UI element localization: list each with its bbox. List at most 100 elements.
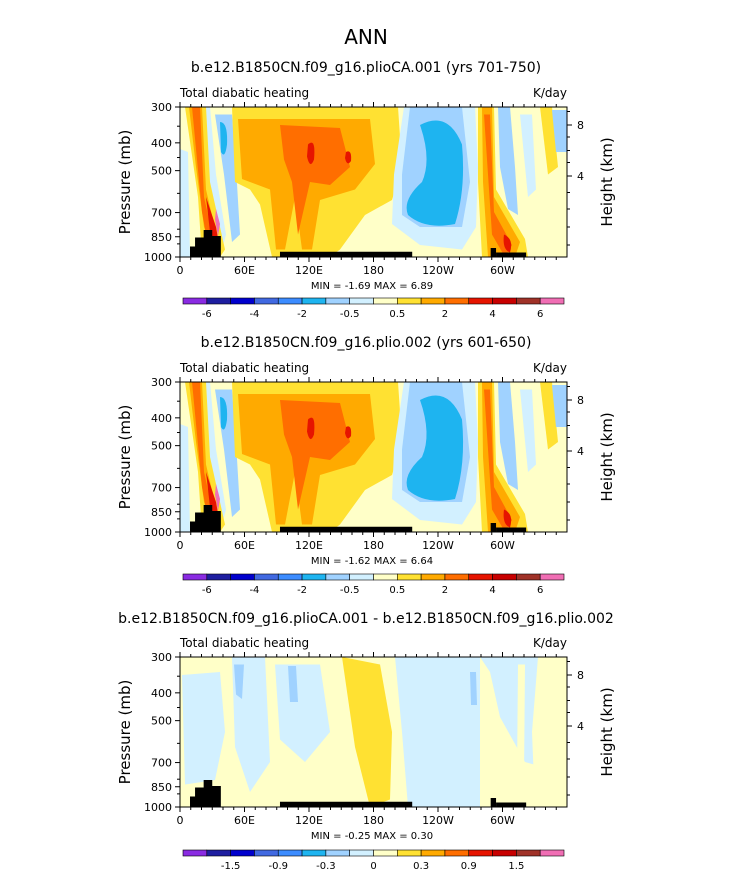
panel-2: b.e12.B1850CN.f09_g16.plio.002 (yrs 601-… <box>116 335 616 596</box>
y-tick-label: 700 <box>151 482 172 495</box>
y-tick-label: 500 <box>151 715 172 728</box>
contour-region <box>532 657 567 807</box>
colorbar-segment <box>492 849 517 857</box>
colorbar-segment <box>444 849 470 857</box>
contour-region <box>517 664 525 777</box>
contour-region <box>503 509 512 528</box>
y-tick-label: 400 <box>151 687 172 700</box>
contour-region <box>470 672 477 705</box>
contour-region <box>280 125 350 235</box>
colorbar-segment <box>206 573 231 581</box>
contour-region <box>503 234 512 253</box>
colorbar-label: 2 <box>442 309 448 320</box>
x-tick-label: 180 <box>363 814 384 827</box>
colorbar-segment <box>325 297 350 305</box>
contour-region <box>520 114 536 197</box>
units-label: K/day <box>533 636 567 650</box>
colorbar-segment <box>516 573 541 581</box>
topography-africa <box>190 230 221 257</box>
y-tick-label: 400 <box>151 412 172 425</box>
x-tick-label: 180 <box>363 539 384 552</box>
colorbar-segment <box>468 849 493 857</box>
colorbar-label: 0.9 <box>461 861 477 872</box>
contour-field <box>180 657 567 807</box>
colorbar-segment <box>182 297 208 305</box>
colorbar-segment <box>230 849 255 857</box>
colorbar-segment <box>420 573 446 581</box>
contour-region <box>215 209 220 236</box>
x-tick-label: 60W <box>490 814 515 827</box>
colorbar-segment <box>444 297 470 305</box>
x-tick-label: 60W <box>490 539 515 552</box>
x-tick-label: 60E <box>234 814 255 827</box>
x-tick-label: 0 <box>177 814 184 827</box>
colorbar-label: -2 <box>297 585 307 596</box>
topography-andes <box>490 523 497 532</box>
variable-label: Total diabatic heating <box>179 361 309 375</box>
colorbar-segment <box>492 573 517 581</box>
colorbar-segment <box>277 849 303 857</box>
colorbar-segment <box>539 297 565 305</box>
panel-title: b.e12.B1850CN.f09_g16.plioCA.001 - b.e12… <box>118 611 614 627</box>
x-tick-label: 120E <box>295 814 323 827</box>
colorbar-segment <box>301 573 327 581</box>
colorbar-segment <box>373 573 398 581</box>
panels: b.e12.B1850CN.f09_g16.plioCA.001 (yrs 70… <box>116 60 616 872</box>
colorbar-segment <box>206 297 231 305</box>
contour-region <box>484 114 512 257</box>
y-tick-label: 300 <box>151 376 172 389</box>
y-tick-label: 400 <box>151 137 172 150</box>
contour-region <box>288 666 298 702</box>
contour-region <box>345 426 352 439</box>
contour-region <box>234 664 244 699</box>
contour-region <box>307 142 315 165</box>
panel-3: b.e12.B1850CN.f09_g16.plioCA.001 - b.e12… <box>116 611 616 872</box>
colorbar-segment <box>277 573 303 581</box>
x-tick-label: 60E <box>234 539 255 552</box>
contour-region <box>342 657 392 807</box>
topography-south-america <box>496 802 527 807</box>
contour-field <box>180 107 567 257</box>
topography-andes <box>490 248 497 257</box>
contour-region <box>220 122 228 155</box>
x-tick-label: 120W <box>422 539 454 552</box>
y2-axis-title: Height (km) <box>598 137 616 226</box>
x-tick-label: 180 <box>363 264 384 277</box>
colorbar-segment <box>254 573 279 581</box>
colorbar-segment <box>301 849 327 857</box>
colorbar-label: -6 <box>202 585 212 596</box>
contour-region <box>552 385 567 427</box>
colorbar-segment <box>325 849 350 857</box>
contour-region <box>498 107 518 215</box>
colorbar-segment <box>230 573 255 581</box>
y-tick-label: 500 <box>151 165 172 178</box>
y2-tick-label: 4 <box>577 720 584 733</box>
contour-region <box>520 389 536 472</box>
x-tick-label: 120E <box>295 264 323 277</box>
colorbar-segment <box>349 297 374 305</box>
x-tick-label: 60W <box>490 264 515 277</box>
y2-tick-label: 4 <box>577 170 584 183</box>
colorbar-label: 0.5 <box>389 585 405 596</box>
panel-title: b.e12.B1850CN.f09_g16.plio.002 (yrs 601-… <box>201 335 532 351</box>
y-axis-title: Pressure (mb) <box>116 405 134 510</box>
colorbar-segment <box>182 849 208 857</box>
colorbar-label: 0.5 <box>389 309 405 320</box>
colorbar-segment <box>254 849 279 857</box>
contour-region <box>552 110 567 152</box>
colorbar-label: -6 <box>202 309 212 320</box>
colorbar-label: 0 <box>370 861 376 872</box>
colorbar-segment <box>468 573 493 581</box>
variable-label: Total diabatic heating <box>179 86 309 100</box>
colorbar-segment <box>254 297 279 305</box>
y-tick-label: 1000 <box>144 801 172 814</box>
topography-indo-pacific <box>279 801 413 807</box>
colorbar-label: -4 <box>249 309 259 320</box>
y-tick-label: 1000 <box>144 526 172 539</box>
y-axis-title: Pressure (mb) <box>116 130 134 235</box>
colorbar-segment <box>325 573 350 581</box>
x-tick-label: 120E <box>295 539 323 552</box>
colorbar-segment <box>539 573 565 581</box>
colorbar-label: 1.5 <box>508 861 524 872</box>
contour-region <box>192 107 215 257</box>
